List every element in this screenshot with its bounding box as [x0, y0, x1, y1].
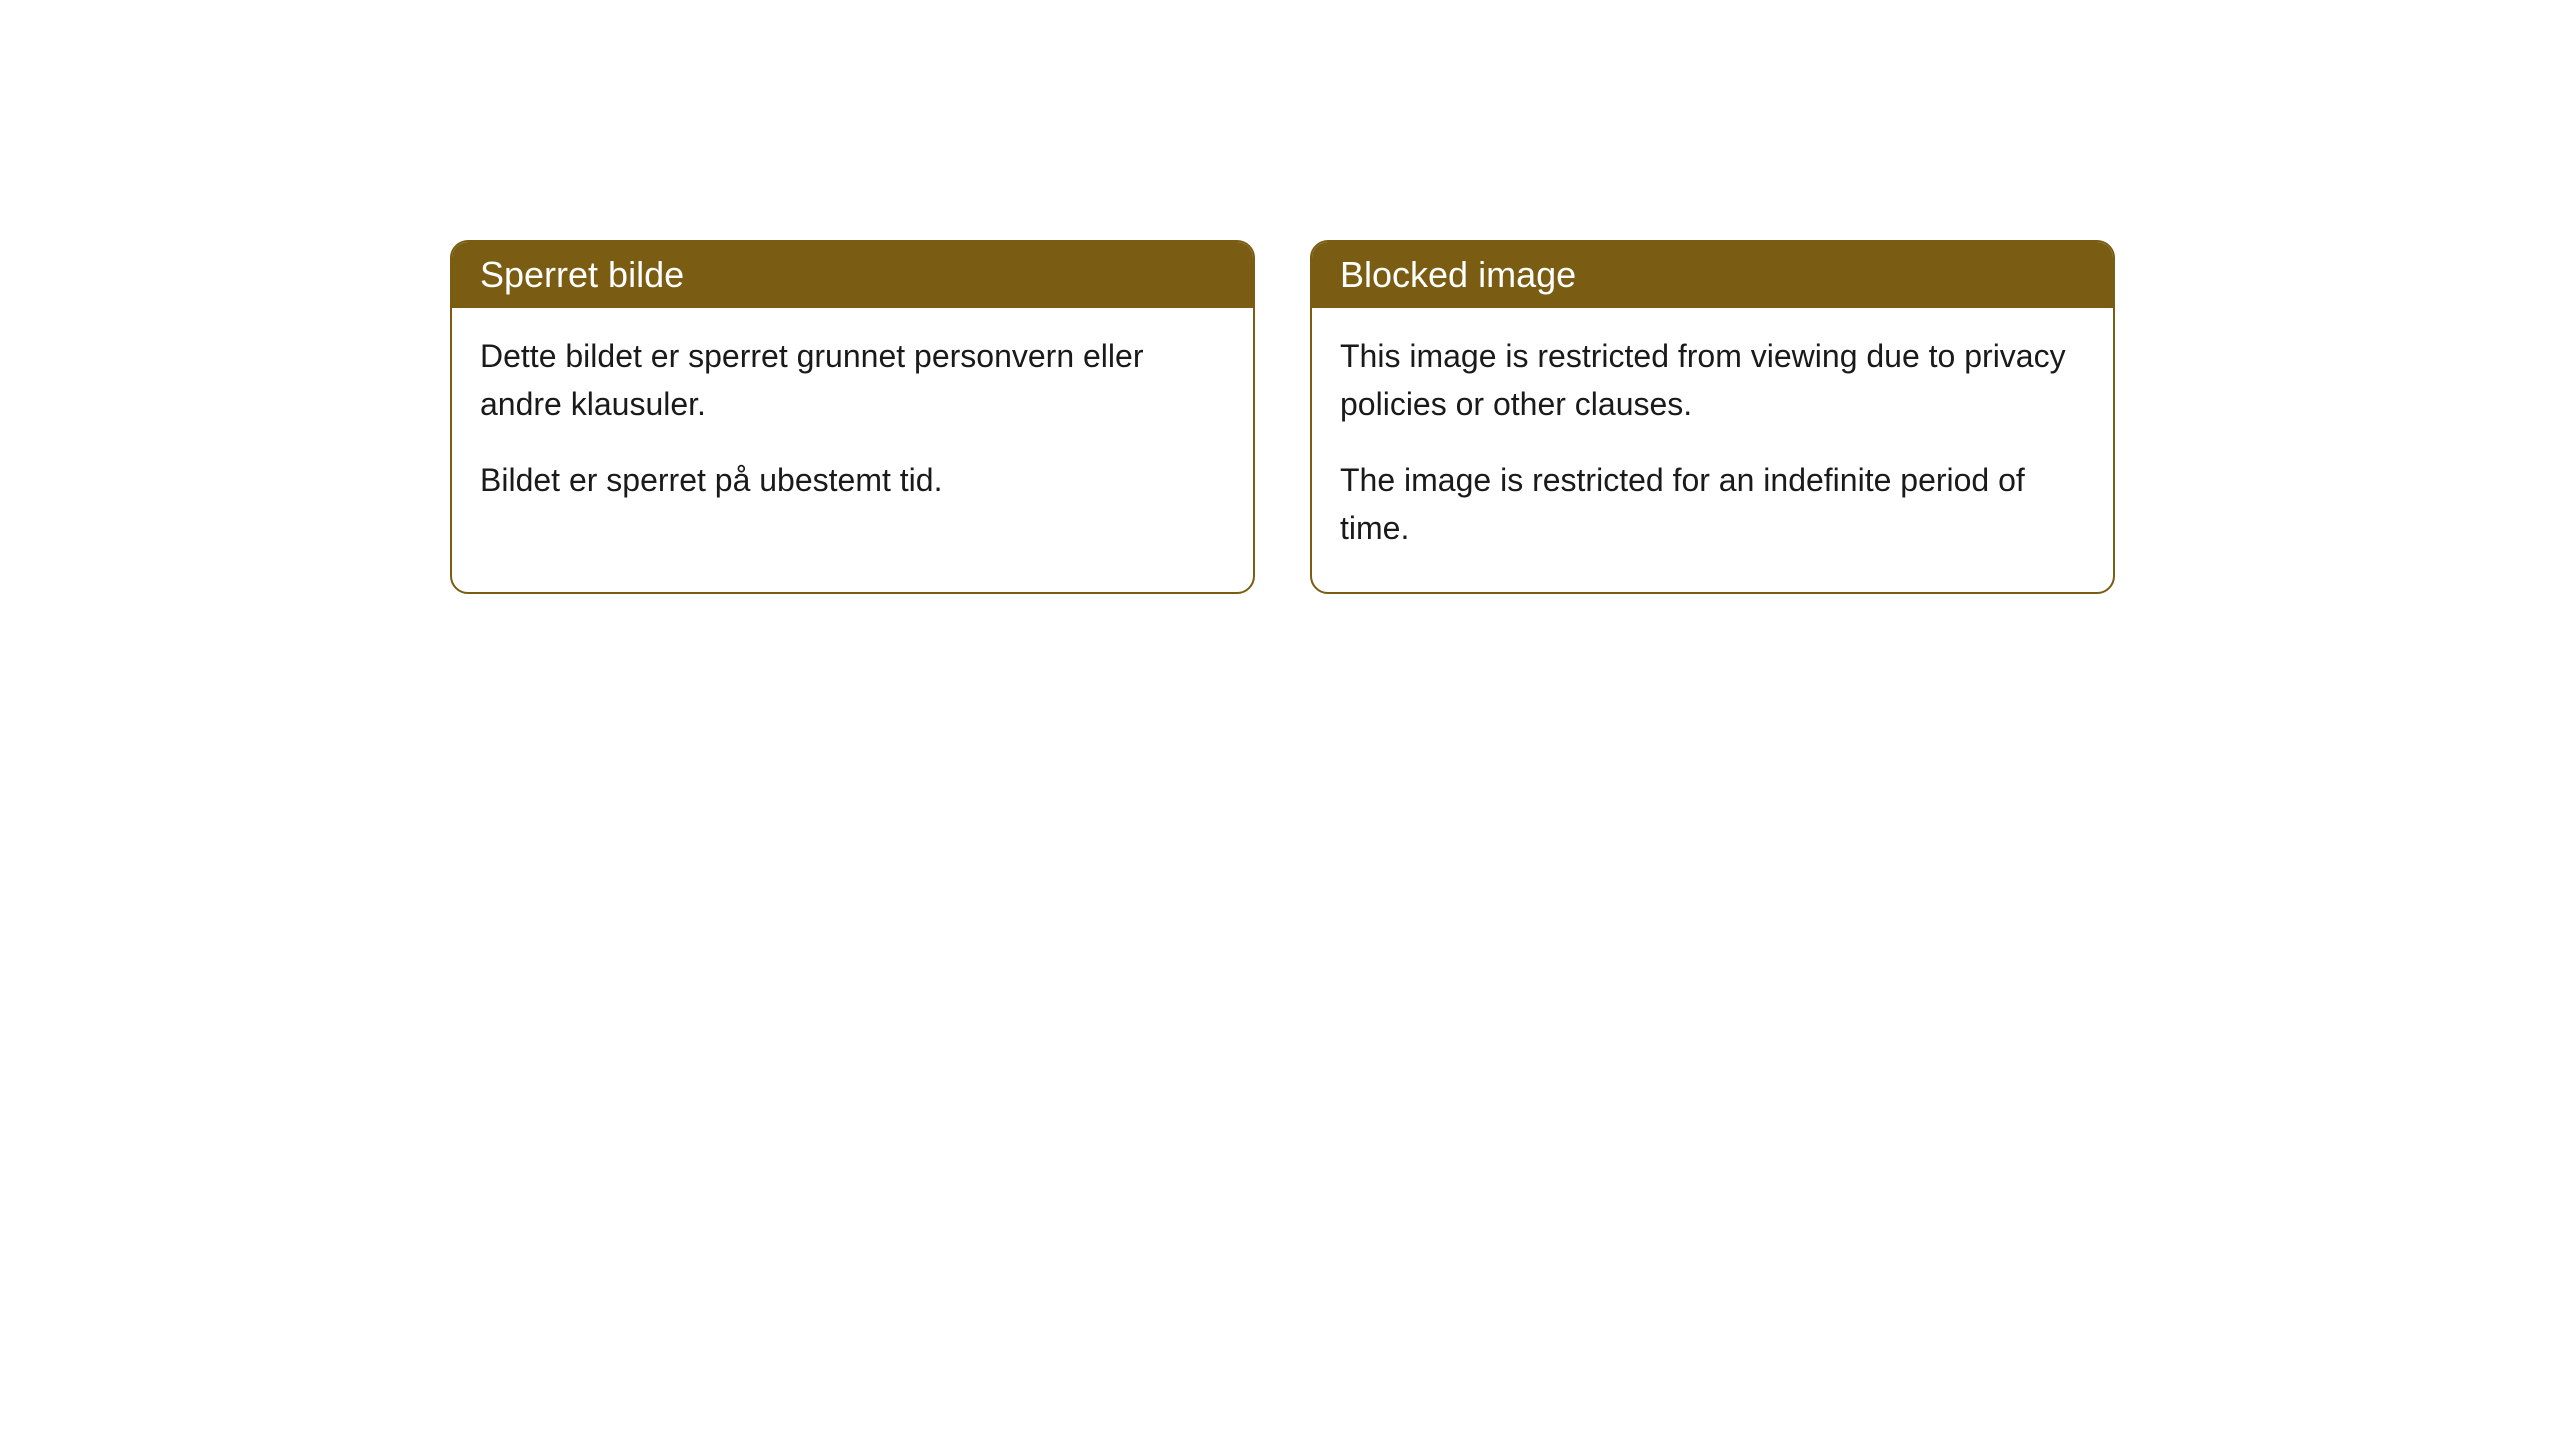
card-paragraph: The image is restricted for an indefinit…	[1340, 456, 2085, 552]
card-paragraph: Bildet er sperret på ubestemt tid.	[480, 456, 1225, 504]
notice-cards-container: Sperret bilde Dette bildet er sperret gr…	[450, 240, 2115, 594]
card-body: Dette bildet er sperret grunnet personve…	[452, 308, 1253, 544]
card-header: Blocked image	[1312, 242, 2113, 308]
card-title: Sperret bilde	[480, 254, 684, 295]
card-title: Blocked image	[1340, 254, 1576, 295]
notice-card-english: Blocked image This image is restricted f…	[1310, 240, 2115, 594]
card-paragraph: Dette bildet er sperret grunnet personve…	[480, 332, 1225, 428]
card-paragraph: This image is restricted from viewing du…	[1340, 332, 2085, 428]
card-body: This image is restricted from viewing du…	[1312, 308, 2113, 592]
card-header: Sperret bilde	[452, 242, 1253, 308]
notice-card-norwegian: Sperret bilde Dette bildet er sperret gr…	[450, 240, 1255, 594]
